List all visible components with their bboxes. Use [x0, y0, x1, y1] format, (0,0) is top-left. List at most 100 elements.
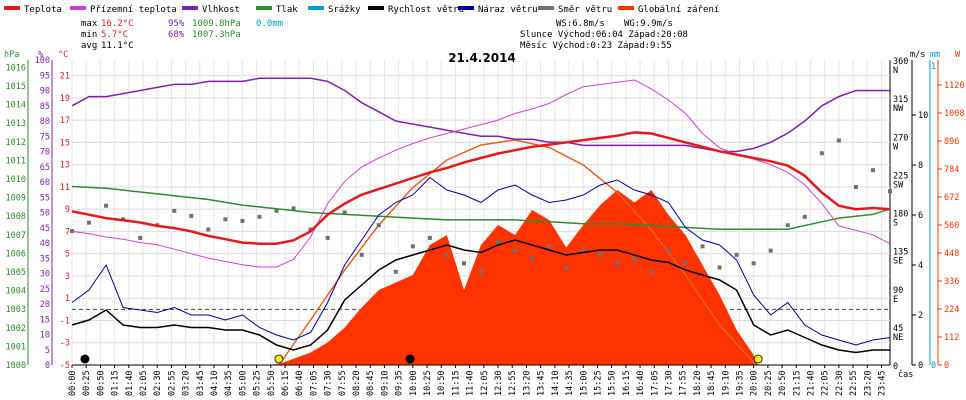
direction-point [206, 227, 211, 232]
wind-gust-line [71, 176, 891, 346]
tick-label-x: 21:15 [792, 370, 802, 396]
direction-point [751, 261, 756, 266]
tick-label-humidity: 50 [40, 209, 50, 219]
tick-label-x: 02:55 [167, 370, 177, 396]
tick-label-x: 01:40 [125, 370, 135, 396]
tick-label-temperature: -5 [60, 361, 70, 371]
tick-label-pressure: 1004 [6, 287, 26, 297]
tick-label-x: 20:25 [764, 370, 774, 396]
tick-label-radiation: 112 [944, 333, 959, 343]
moon-mark [80, 354, 90, 364]
axis-unit-humidity: % [38, 50, 43, 60]
tick-label-wind: 8 [918, 161, 923, 171]
tick-label-x: 01:15 [111, 370, 121, 396]
tick-label-radiation: 672 [944, 193, 959, 203]
direction-point [888, 189, 892, 194]
tick-label-direction-letter: NW [893, 104, 904, 114]
tick-label-x: 03:20 [182, 370, 192, 396]
tick-label-pressure: 1002 [6, 324, 26, 334]
direction-point [496, 240, 501, 245]
direction-point [564, 265, 569, 270]
direction-point [172, 208, 177, 213]
temperature-line [71, 131, 891, 245]
direction-point [717, 265, 722, 270]
legend-swatch [618, 6, 634, 10]
tick-label-humidity: 60 [40, 178, 50, 188]
tick-label-x: 07:05 [309, 370, 319, 396]
tick-label-humidity: 25 [40, 285, 50, 295]
tick-label-x: 09:35 [395, 370, 405, 396]
tick-label-humidity: 95 [40, 71, 50, 81]
direction-point [189, 213, 194, 218]
legend-label: Tlak [276, 5, 298, 15]
tick-label-humidity: 15 [40, 315, 50, 325]
direction-point [683, 261, 688, 266]
info-wg: WG:9.9m/s [624, 19, 673, 29]
legend-swatch [538, 6, 554, 10]
direction-point [444, 252, 449, 257]
tick-label-x: 17:55 [679, 370, 689, 396]
stat-avg-label: avg [81, 41, 97, 51]
tick-label-direction-letter: N [893, 66, 898, 76]
legend-swatch [458, 6, 474, 10]
tick-label-pressure: 1001 [6, 342, 26, 352]
tick-label-x: 11:40 [466, 370, 476, 396]
tick-label-x: 07:55 [338, 370, 348, 396]
axis-unit-radiation: W [955, 50, 961, 60]
tick-label-humidity: 75 [40, 132, 50, 142]
tick-label-radiation: 560 [944, 221, 959, 231]
tick-label-temperature: 1 [65, 294, 70, 304]
legend-label: Přízemní teplota [90, 5, 177, 15]
tick-label-humidity: 80 [40, 117, 50, 127]
tick-label-x: 22:05 [821, 370, 831, 396]
humidity-line [71, 77, 890, 153]
tick-label-pressure: 1005 [6, 268, 26, 278]
tick-label-direction-letter: E [893, 295, 898, 305]
tick-label-x: 14:35 [565, 370, 575, 396]
tick-label-direction-letter: SE [893, 257, 903, 267]
stat-max-press: 1009.8hPa [192, 19, 241, 29]
direction-point [257, 214, 262, 219]
tick-label-x: 07:30 [324, 370, 334, 396]
tick-label-temperature: 5 [65, 250, 70, 260]
direction-point [547, 244, 552, 249]
tick-label-x: 09:10 [380, 370, 390, 396]
tick-label-humidity: 70 [40, 148, 50, 158]
legend-swatch [4, 6, 20, 10]
axis-ticks: 1016101510141013101210111010100910081007… [6, 56, 965, 396]
legend-label: Náraz větru [478, 5, 538, 15]
tick-label-x: 05:50 [267, 370, 277, 396]
chart-title: 21.4.2014 [448, 51, 516, 65]
tick-label-direction-letter: W [893, 142, 899, 152]
tick-label-x: 00:00 [68, 370, 78, 396]
direction-point [802, 214, 807, 219]
tick-label-x: 04:10 [210, 370, 220, 396]
axis-unit-pressure: hPa [4, 50, 19, 60]
stat-max-hum: 95% [168, 19, 185, 29]
tick-label-x: 05:00 [238, 370, 248, 396]
axis-unit-temperature: °C [58, 50, 68, 60]
direction-point [632, 257, 637, 262]
tick-label-x: 00:25 [82, 370, 92, 396]
tick-label-humidity: 5 [45, 346, 50, 356]
tick-label-pressure: 1015 [6, 82, 26, 92]
stat-avg-temp: 11.1°C [101, 41, 134, 51]
legend-label: Globální záření [638, 5, 719, 15]
direction-point [461, 261, 466, 266]
tick-label-radiation: 224 [944, 305, 959, 315]
tick-label-x: 06:40 [295, 370, 305, 396]
tick-label-x: 23:45 [877, 370, 887, 396]
info-sun: Slunce Východ:06:04 Západ:20:08 [520, 30, 688, 40]
pressure-line [71, 185, 891, 230]
direction-point [581, 248, 586, 253]
legend-item-rychlost-vetru: Rychlost větru [368, 5, 464, 15]
tick-label-x: 06:15 [281, 370, 291, 396]
direction-point [427, 235, 432, 240]
stat-max-temp: 16.2°C [101, 19, 134, 29]
tick-label-radiation: 784 [944, 165, 959, 175]
series-lines [71, 77, 891, 354]
direction-point [513, 248, 518, 253]
tick-label-radiation: 448 [944, 249, 959, 259]
direction-point [768, 248, 773, 253]
